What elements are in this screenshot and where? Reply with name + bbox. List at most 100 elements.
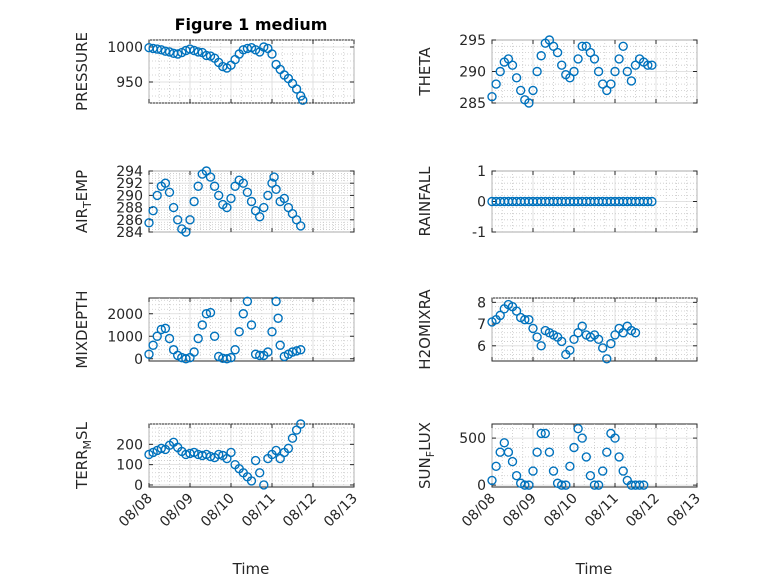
data-point (197, 320, 208, 330)
data-point (172, 49, 183, 59)
data-point (593, 66, 604, 77)
data-point (172, 215, 183, 225)
data-point (528, 466, 538, 476)
data-point (577, 41, 587, 51)
data-point (581, 41, 591, 51)
y-tick-label: 6 (477, 339, 486, 355)
data-point (242, 296, 253, 307)
data-point (152, 190, 162, 201)
data-point (532, 447, 542, 457)
data-point (573, 424, 583, 434)
data-point (565, 461, 575, 472)
data-point (565, 73, 575, 83)
data-point (185, 215, 195, 225)
data-point (296, 345, 306, 355)
y-axis-label-theta: THETA (416, 47, 434, 97)
data-point (487, 475, 497, 486)
data-point (557, 336, 567, 347)
data-point (614, 54, 624, 64)
y-tick-label: 284 (116, 225, 143, 241)
y-tick-label: -1 (472, 225, 486, 241)
data-point (602, 85, 612, 96)
data-point (267, 327, 277, 337)
y-axis-label-terr_msl: TERRMSL (73, 421, 94, 490)
data-point (647, 196, 657, 207)
data-point (226, 352, 236, 363)
y-tick-label: 285 (459, 96, 486, 112)
data-point (544, 447, 555, 457)
data-point (499, 438, 509, 448)
data-point (160, 178, 171, 188)
y-axis-label-main: AIR (73, 208, 91, 233)
data-point (548, 41, 559, 51)
data-point (246, 196, 257, 207)
data-point (536, 428, 546, 439)
y-axis-label-main: SUN (416, 457, 434, 489)
data-point (185, 44, 195, 54)
data-point (585, 47, 596, 58)
axes-pressure: 950 1000 PRESSURE (73, 32, 355, 111)
data-point (144, 349, 154, 359)
y-axis-label-pressure: PRESSURE (73, 32, 91, 111)
y-tick-label: 286 (116, 213, 143, 229)
y-axis-label-sun_flux: SUNFLUX (416, 422, 437, 489)
x-axis-label-left: Time (232, 560, 270, 578)
data-point (507, 60, 518, 70)
data-point (552, 47, 563, 58)
y-tick-label: 295 (459, 33, 486, 49)
data-point (201, 309, 212, 319)
data-point (589, 54, 600, 64)
y-tick-label: 0 (477, 478, 486, 494)
data-point (181, 354, 191, 364)
data-point (246, 476, 257, 486)
data-point (193, 47, 203, 57)
data-point (234, 327, 244, 337)
data-point (520, 480, 530, 490)
data-point (618, 41, 628, 51)
data-point (491, 461, 501, 472)
data-point (271, 184, 281, 195)
data-point (524, 98, 534, 108)
y-tick-label: 0 (134, 352, 143, 368)
data-point (532, 332, 542, 342)
figure-title: Figure 1 medium (175, 15, 328, 34)
data-point (273, 313, 283, 323)
data-point (164, 187, 175, 198)
data-point (209, 331, 220, 341)
data-point (622, 66, 632, 77)
data-point (536, 51, 546, 61)
y-tick-label: 0 (134, 478, 143, 494)
data-point (581, 452, 591, 462)
data-point (598, 466, 608, 476)
data-point (156, 324, 167, 335)
data-point (511, 471, 522, 481)
data-point (255, 468, 265, 478)
data-point (152, 331, 162, 341)
data-point (259, 202, 269, 213)
data-point (569, 66, 579, 77)
data-point (610, 66, 620, 77)
data-point (634, 480, 645, 490)
data-point (536, 341, 546, 351)
y-tick-label: 2000 (107, 307, 143, 323)
data-point (532, 66, 542, 77)
y-tick-label: 292 (116, 176, 143, 192)
data-point (630, 328, 641, 338)
y-tick-label: 288 (116, 201, 143, 217)
data-point (610, 330, 620, 340)
data-point (279, 193, 289, 204)
y-tick-label: 0 (477, 195, 486, 211)
data-point (618, 466, 628, 476)
data-point (148, 340, 158, 350)
y-tick-label: 1000 (107, 329, 143, 345)
data-point (144, 218, 154, 228)
data-point (516, 85, 526, 96)
data-point (296, 221, 306, 231)
data-point (259, 480, 269, 490)
data-point (503, 54, 514, 64)
data-point (267, 49, 277, 59)
data-point (524, 315, 534, 325)
data-point (287, 347, 298, 357)
y-tick-label: 1 (477, 164, 486, 180)
